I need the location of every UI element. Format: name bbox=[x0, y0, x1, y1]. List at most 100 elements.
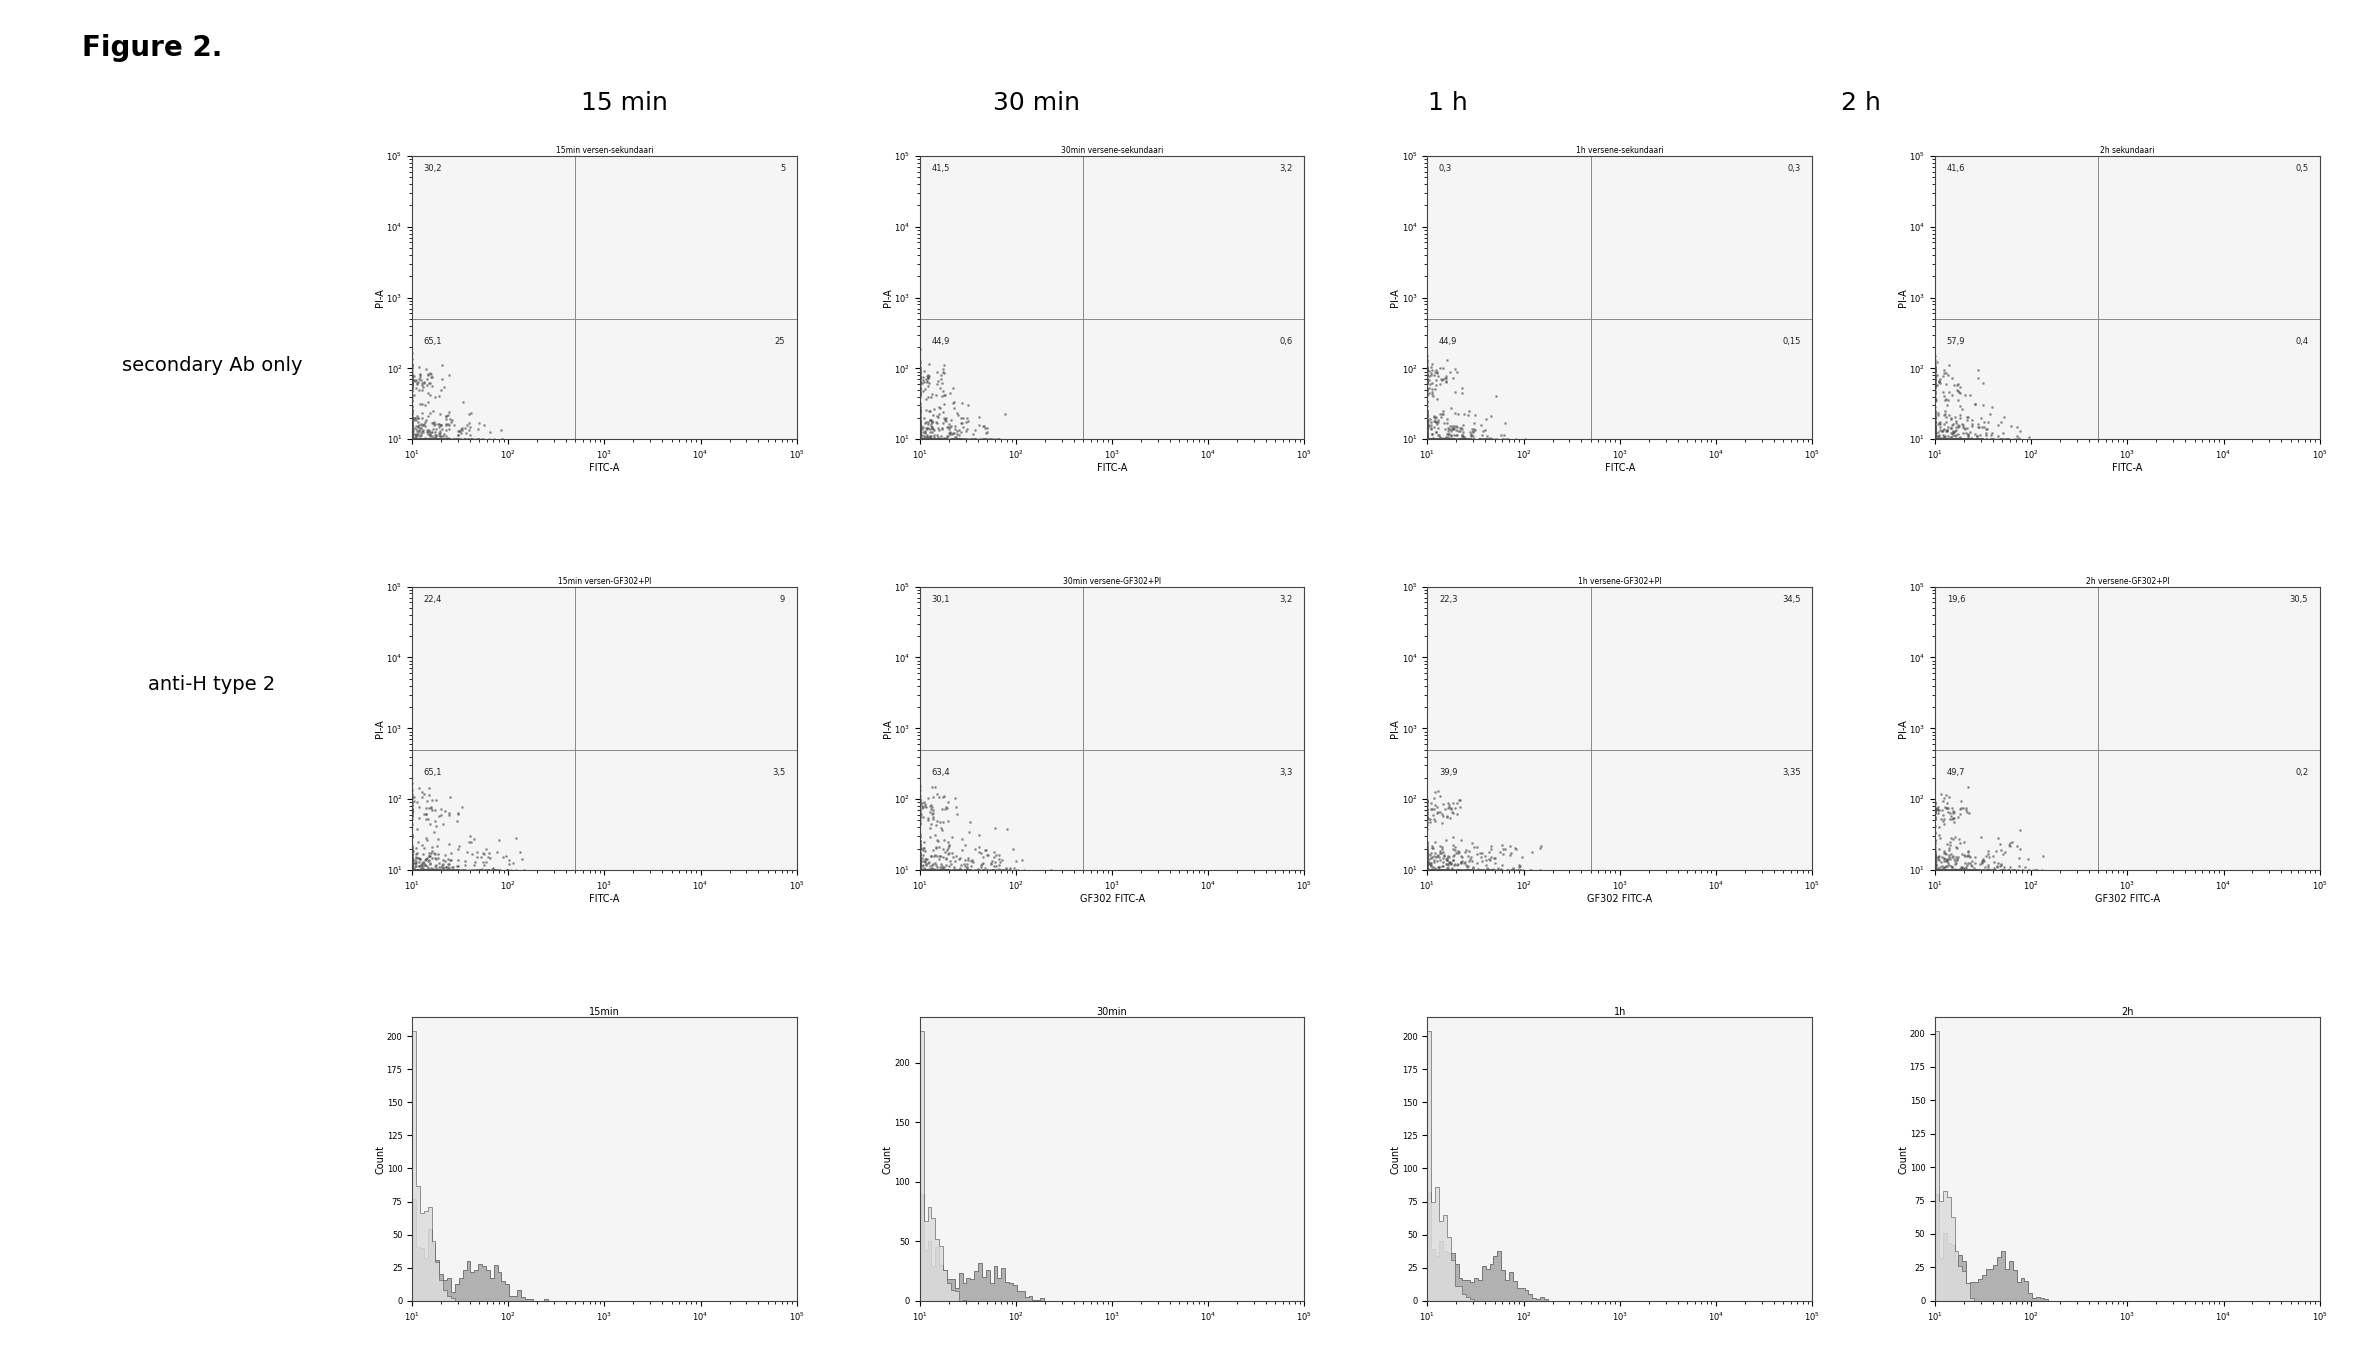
Point bbox=[1420, 428, 1458, 450]
Point bbox=[954, 848, 991, 870]
Point bbox=[909, 428, 947, 450]
Point bbox=[975, 859, 1013, 881]
Point bbox=[1505, 859, 1543, 881]
Point bbox=[1434, 415, 1472, 436]
Point bbox=[1936, 859, 1973, 881]
Point bbox=[1427, 428, 1465, 450]
Point bbox=[1415, 832, 1453, 854]
Point bbox=[1429, 854, 1467, 875]
Point bbox=[902, 859, 940, 881]
Point bbox=[393, 417, 431, 439]
Point bbox=[909, 428, 947, 450]
Point bbox=[916, 824, 954, 846]
Point bbox=[928, 428, 966, 450]
Point bbox=[902, 428, 940, 450]
Point bbox=[412, 854, 450, 875]
Point bbox=[1917, 428, 1955, 450]
Point bbox=[1917, 793, 1955, 814]
Point bbox=[1917, 374, 1955, 396]
Point bbox=[902, 427, 940, 449]
Point bbox=[1941, 859, 1978, 881]
Point bbox=[1420, 801, 1458, 822]
Point bbox=[1917, 858, 1955, 879]
Point bbox=[1422, 428, 1460, 450]
Point bbox=[440, 859, 478, 881]
Point bbox=[407, 428, 445, 450]
Point bbox=[902, 411, 940, 432]
Point bbox=[414, 428, 452, 450]
Point bbox=[902, 859, 940, 881]
Point bbox=[928, 416, 966, 438]
Point bbox=[1408, 378, 1446, 400]
Point bbox=[1444, 851, 1481, 873]
Point bbox=[921, 402, 958, 424]
Point bbox=[926, 428, 963, 450]
Point bbox=[393, 428, 431, 450]
Point bbox=[1978, 828, 2016, 850]
Point bbox=[1931, 428, 1969, 450]
Point bbox=[1962, 408, 1999, 430]
Point bbox=[393, 840, 431, 862]
Point bbox=[422, 415, 459, 436]
Point bbox=[1422, 369, 1460, 390]
Point bbox=[1931, 428, 1969, 450]
Point bbox=[1479, 859, 1517, 881]
Point bbox=[1408, 859, 1446, 881]
Point bbox=[902, 859, 940, 881]
Point bbox=[1413, 411, 1451, 432]
Point bbox=[443, 421, 480, 443]
Point bbox=[1983, 854, 2021, 875]
Point bbox=[1408, 371, 1446, 393]
Text: 49,7: 49,7 bbox=[1948, 768, 1964, 776]
Point bbox=[1439, 859, 1477, 881]
Point bbox=[1995, 428, 2032, 450]
Point bbox=[393, 859, 431, 881]
Point bbox=[1408, 425, 1446, 447]
Point bbox=[393, 772, 431, 794]
Point bbox=[1917, 859, 1955, 881]
Point bbox=[400, 428, 438, 450]
Point bbox=[424, 859, 462, 881]
Point bbox=[1917, 428, 1955, 450]
Point bbox=[393, 428, 431, 450]
Point bbox=[902, 428, 940, 450]
Point bbox=[902, 428, 940, 450]
Point bbox=[914, 859, 951, 881]
Point bbox=[902, 804, 940, 825]
Point bbox=[459, 428, 497, 450]
Text: 0,4: 0,4 bbox=[2296, 337, 2308, 347]
Point bbox=[1455, 428, 1493, 450]
Point bbox=[1919, 428, 1957, 450]
Point bbox=[902, 404, 940, 425]
Point bbox=[393, 425, 431, 447]
Point bbox=[403, 786, 440, 808]
Point bbox=[1931, 421, 1969, 443]
Point bbox=[1429, 428, 1467, 450]
Point bbox=[1945, 859, 1983, 881]
Point bbox=[1411, 428, 1448, 450]
Point bbox=[431, 428, 469, 450]
Point bbox=[431, 428, 469, 450]
Point bbox=[1451, 840, 1488, 862]
Point bbox=[1453, 850, 1491, 871]
Point bbox=[2004, 859, 2042, 881]
Point bbox=[1985, 859, 2023, 881]
Point bbox=[937, 402, 975, 424]
Point bbox=[904, 797, 942, 818]
Point bbox=[393, 375, 431, 397]
Point bbox=[1420, 859, 1458, 881]
Point bbox=[407, 859, 445, 881]
Point bbox=[1408, 428, 1446, 450]
Point bbox=[902, 412, 940, 434]
Point bbox=[398, 409, 436, 431]
Point bbox=[1429, 858, 1467, 879]
Point bbox=[1444, 421, 1481, 443]
Point bbox=[1959, 859, 1997, 881]
Point bbox=[426, 428, 464, 450]
Point bbox=[1952, 428, 1990, 450]
Point bbox=[942, 428, 980, 450]
Point bbox=[1922, 428, 1959, 450]
Text: 41,5: 41,5 bbox=[930, 164, 949, 173]
Text: 0,6: 0,6 bbox=[1279, 337, 1293, 347]
Point bbox=[1413, 859, 1451, 881]
